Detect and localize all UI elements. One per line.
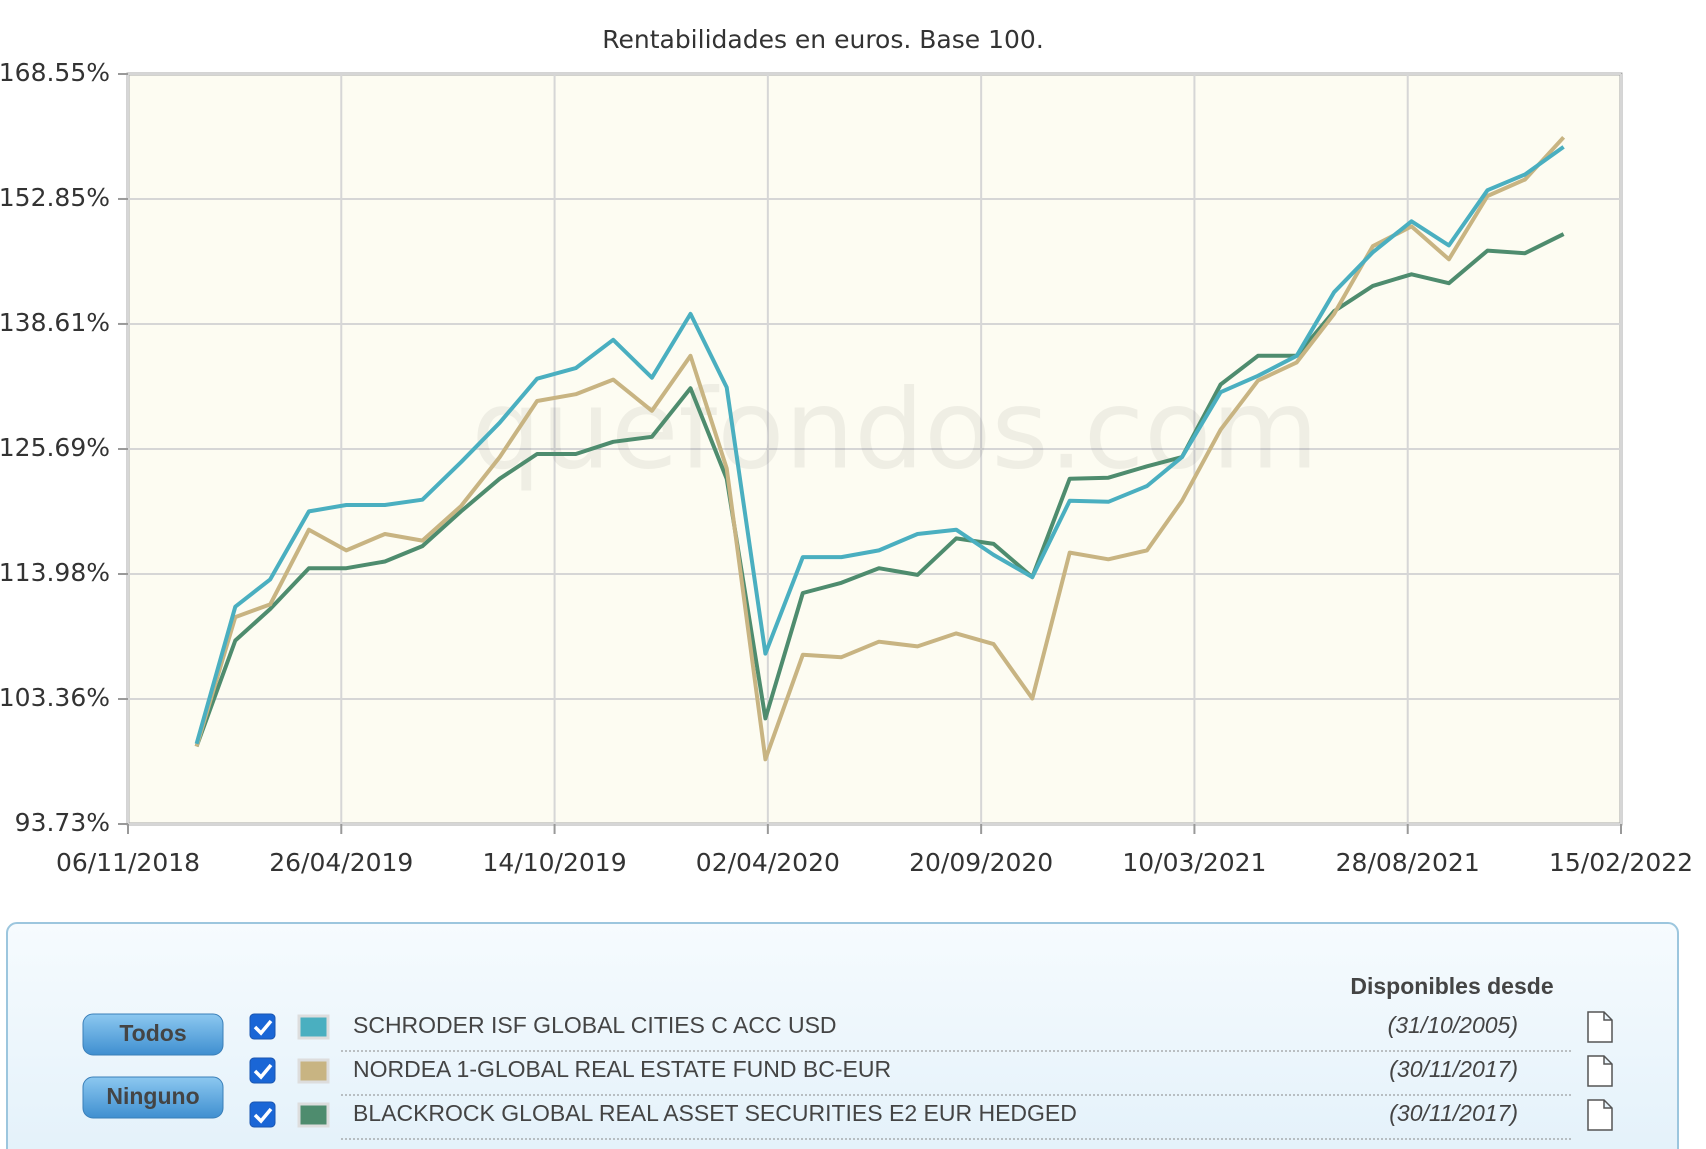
- series-line: [194, 145, 1565, 745]
- legend: Disponibles desde Todos Ninguno SCHRODER IS…: [82, 973, 1613, 1140]
- button-label[interactable]: Todos: [119, 1020, 186, 1046]
- x-tick-label: 28/08/2021: [1336, 848, 1480, 877]
- x-tick-label: 26/04/2019: [269, 848, 413, 877]
- series-line: [194, 135, 1566, 762]
- checkmark: [253, 1019, 273, 1036]
- file-icon[interactable]: [1587, 1099, 1613, 1131]
- legend-label: SCHRODER ISF GLOBAL CITIES C ACC USD: [353, 1012, 837, 1038]
- button-label[interactable]: Ninguno: [106, 1083, 199, 1109]
- x-tick-label: 20/09/2020: [909, 848, 1053, 877]
- button[interactable]: [82, 1013, 224, 1056]
- y-tick-label: 103.36%: [0, 683, 110, 712]
- legend-label: NORDEA 1-GLOBAL REAL ESTATE FUND BC-EUR: [353, 1056, 891, 1082]
- y-tick-label: 138.61%: [0, 308, 110, 337]
- y-tick-label: 113.98%: [0, 558, 110, 587]
- legend-since: (31/10/2005): [1388, 1012, 1518, 1038]
- checkmark: [253, 1063, 273, 1080]
- y-tick-label: 125.69%: [0, 433, 110, 462]
- checkmark: [253, 1107, 273, 1124]
- legend-header: Disponibles desde: [1350, 973, 1553, 999]
- x-tick-label: 10/03/2021: [1122, 848, 1266, 877]
- x-tick-label: 02/04/2020: [696, 848, 840, 877]
- checkbox[interactable]: [249, 1101, 276, 1128]
- y-tick-label: 152.85%: [0, 183, 110, 212]
- legend-label: BLACKROCK GLOBAL REAL ASSET SECURITIES E…: [353, 1100, 1077, 1126]
- legend-panel: [6, 922, 1679, 1149]
- legend-swatch: [297, 1102, 330, 1128]
- checkbox[interactable]: [249, 1013, 276, 1040]
- button[interactable]: [82, 1076, 224, 1119]
- y-tick-label: 168.55%: [0, 58, 110, 87]
- legend-since: (30/11/2017): [1389, 1100, 1518, 1126]
- legend-swatch: [297, 1014, 330, 1040]
- legend-swatch: [297, 1058, 330, 1084]
- y-tick-label: 93.73%: [15, 808, 110, 837]
- legend-since: (30/11/2017): [1389, 1056, 1518, 1082]
- checkbox[interactable]: [249, 1057, 276, 1084]
- x-tick-label: 14/10/2019: [483, 848, 627, 877]
- x-tick-label: 06/11/2018: [56, 848, 200, 877]
- chart-title: Rentabilidades en euros. Base 100.: [602, 25, 1044, 54]
- file-icon[interactable]: [1587, 1011, 1613, 1043]
- file-icon[interactable]: [1587, 1055, 1613, 1087]
- watermark: quefondos.com: [471, 365, 1318, 493]
- x-tick-label: 15/02/2022: [1549, 848, 1693, 877]
